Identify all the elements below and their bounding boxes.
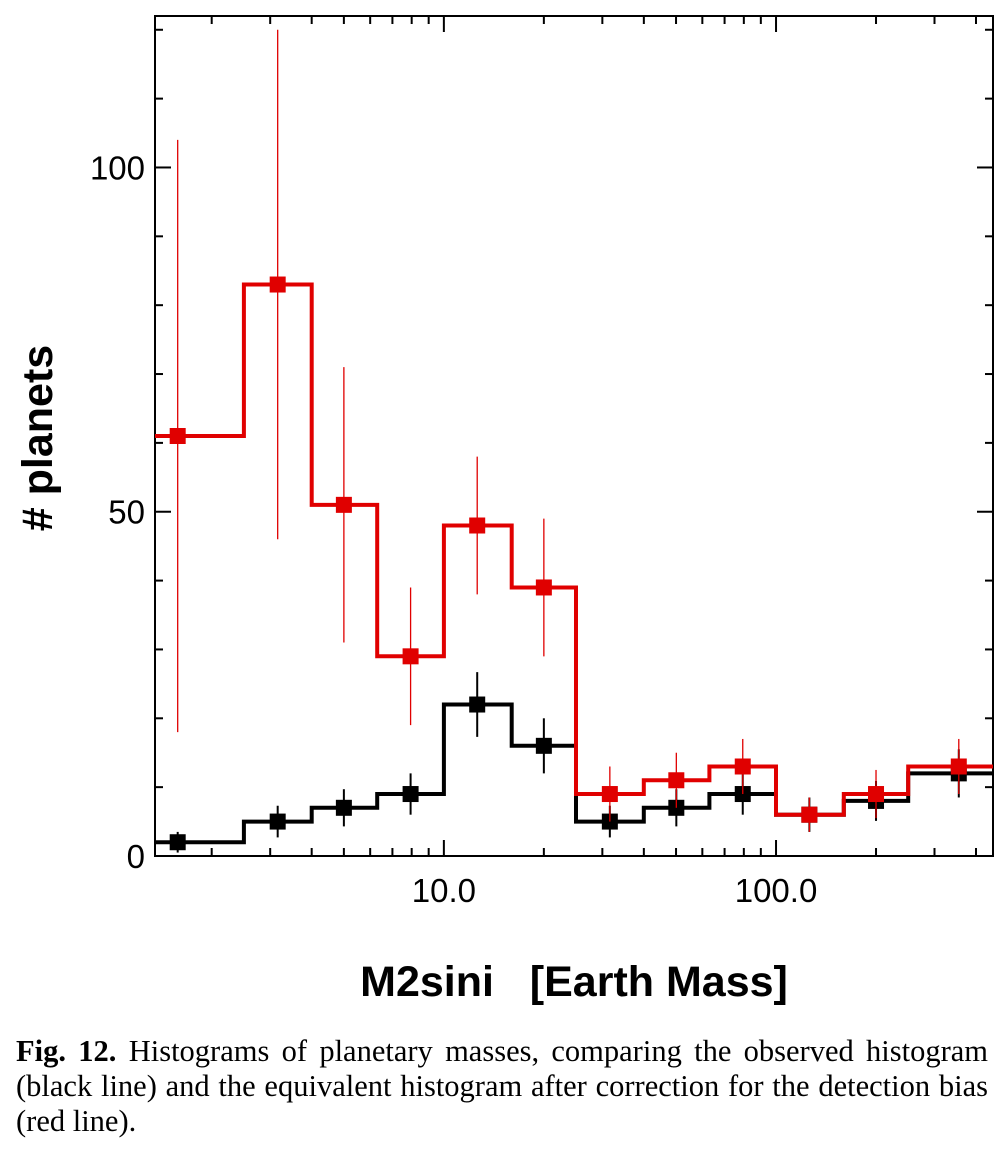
data-point-marker bbox=[868, 786, 885, 803]
histogram-step-line bbox=[155, 282, 993, 817]
figure-caption: Fig. 12. Histograms of planetary masses,… bbox=[16, 1034, 988, 1139]
data-point-marker bbox=[335, 496, 352, 513]
data-point-marker bbox=[169, 834, 186, 851]
data-point-marker bbox=[269, 813, 286, 830]
tick-labels: 0 50 100 10.0 100.0 bbox=[90, 149, 817, 909]
y-tick-label: 0 bbox=[127, 838, 145, 875]
data-point-marker bbox=[402, 648, 419, 665]
data-point-marker bbox=[668, 772, 685, 789]
tick-marks bbox=[155, 16, 993, 857]
data-point-marker bbox=[269, 276, 286, 293]
data-point-marker bbox=[950, 758, 967, 775]
chart-canvas: 0 50 100 10.0 100.0 M2sini [Earth Mass] # pl… bbox=[14, 15, 994, 1006]
data-point-marker bbox=[335, 799, 352, 816]
data-point-marker bbox=[535, 737, 552, 754]
data-point-marker bbox=[169, 428, 186, 444]
data-point-marker bbox=[734, 758, 751, 775]
y-axis-title: # planets bbox=[14, 345, 62, 531]
histogram-chart: 0 50 100 10.0 100.0 M2sini [Earth Mass] # pl… bbox=[14, 15, 994, 1006]
caption-label: Fig. 12. bbox=[16, 1034, 117, 1068]
data-series bbox=[155, 29, 993, 853]
data-point-marker bbox=[402, 786, 419, 803]
caption-text: Histograms of planetary masses, comparin… bbox=[16, 1034, 989, 1138]
series-red bbox=[155, 29, 993, 832]
data-point-marker bbox=[801, 806, 818, 823]
x-tick-label: 10.0 bbox=[412, 872, 476, 909]
x-tick-label: 100.0 bbox=[735, 872, 818, 909]
y-tick-label: 50 bbox=[108, 494, 145, 531]
data-point-marker bbox=[535, 579, 552, 596]
data-point-marker bbox=[601, 786, 618, 803]
data-point-marker bbox=[469, 517, 486, 534]
data-point-marker bbox=[469, 696, 486, 713]
y-tick-label: 100 bbox=[90, 149, 145, 186]
x-axis-title: M2sini [Earth Mass] bbox=[360, 958, 788, 1006]
